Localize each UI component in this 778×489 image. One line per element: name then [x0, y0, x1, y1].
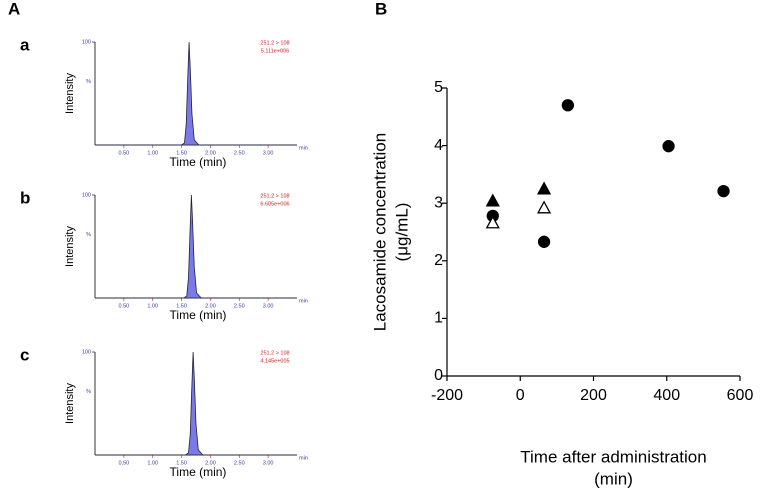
figure-label: B — [375, 0, 387, 18]
x-tick-label: 2.50 — [234, 303, 245, 309]
x-tick-label: 400 — [653, 387, 680, 404]
data-point — [485, 193, 500, 207]
x-tick-label: 0.50 — [118, 303, 129, 309]
panel-label: c — [20, 345, 29, 364]
y-unit: % — [86, 389, 91, 395]
data-point — [561, 99, 575, 112]
peak-area — [95, 194, 297, 299]
y-axis-label: Intensity — [64, 226, 76, 267]
annotation: 5.111e+006 — [261, 48, 289, 54]
x-tick-label: 1.00 — [147, 460, 158, 466]
x-tick-label: 2.50 — [234, 460, 245, 466]
data-point — [662, 140, 675, 153]
peak-area — [95, 351, 297, 456]
data-point — [717, 184, 730, 198]
y-tick-label: 100 — [82, 349, 91, 355]
data-point — [537, 235, 551, 248]
x-axis-label: Time (min) — [170, 308, 227, 322]
figure-label: A — [8, 0, 20, 18]
data-point — [536, 181, 552, 195]
x-unit: min — [299, 145, 308, 151]
x-tick-label: 2.00 — [205, 150, 216, 156]
y-tick-label: 5 — [434, 79, 443, 96]
y-axis-label: (μg/mL) — [392, 203, 411, 262]
panel-label: a — [20, 35, 30, 54]
x-tick-label: 3.00 — [263, 150, 274, 156]
x-tick-label: 1.50 — [176, 150, 187, 156]
x-axis-label: (min) — [594, 469, 633, 488]
y-tick-label: 4 — [434, 137, 443, 154]
x-axis-label: Time (min) — [170, 155, 227, 169]
y-tick-label: 0 — [434, 367, 443, 384]
y-tick-label: 3 — [434, 194, 443, 211]
x-tick-label: 0.50 — [118, 460, 129, 466]
x-tick-label: 200 — [580, 387, 607, 404]
peak-area — [95, 41, 297, 146]
y-axis-label: Lacosamide concentration — [370, 133, 389, 331]
x-tick-label: 1.50 — [176, 460, 187, 466]
x-axis-label: Time after administration — [520, 447, 706, 466]
y-tick-label: 1 — [434, 310, 443, 327]
y-tick-label: 100 — [82, 39, 91, 45]
x-tick-label: 1.00 — [147, 303, 158, 309]
y-axis-label: Intensity — [64, 73, 76, 114]
x-tick-label: 0 — [516, 387, 525, 404]
y-tick-label: 2 — [434, 252, 443, 269]
y-unit: % — [86, 79, 91, 85]
annotation: 251.2 > 108 — [260, 40, 289, 46]
annotation: 6.605e+006 — [260, 201, 289, 207]
x-tick-label: 2.00 — [205, 303, 216, 309]
annotation: 251.2 > 108 — [260, 193, 289, 199]
x-unit: min — [299, 298, 308, 304]
x-axis-label: Time (min) — [170, 465, 227, 479]
x-tick-label: 3.00 — [263, 460, 274, 466]
x-tick-label: 0.50 — [118, 150, 129, 156]
data-point — [536, 200, 552, 214]
x-tick-label: -200 — [431, 387, 463, 404]
x-unit: min — [299, 455, 308, 461]
y-unit: % — [86, 232, 91, 238]
y-tick-label: 100 — [82, 192, 91, 198]
annotation: 4.145e+005 — [260, 358, 289, 364]
x-tick-label: 2.00 — [205, 460, 216, 466]
x-tick-label: 2.50 — [234, 150, 245, 156]
y-axis-label: Intensity — [64, 383, 76, 424]
panel-label: b — [20, 188, 30, 207]
x-tick-label: 1.50 — [176, 303, 187, 309]
annotation: 251.2 > 108 — [260, 350, 289, 356]
x-tick-label: 600 — [727, 387, 754, 404]
x-tick-label: 3.00 — [263, 303, 274, 309]
x-tick-label: 1.00 — [147, 150, 158, 156]
data-point — [485, 215, 500, 229]
